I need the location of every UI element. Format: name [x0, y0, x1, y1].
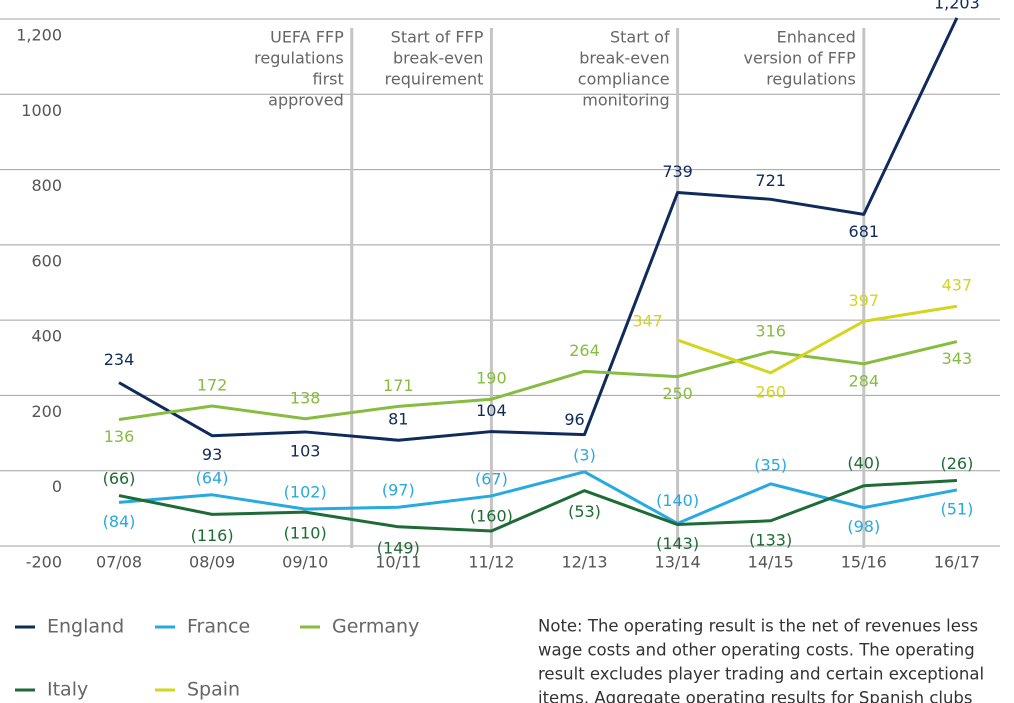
data-label: 138	[290, 388, 321, 407]
data-label: (67)	[475, 469, 508, 488]
data-label: 81	[388, 410, 408, 429]
legend-label: Spain	[187, 679, 240, 701]
data-label: (53)	[568, 502, 601, 521]
data-label: 136	[104, 427, 135, 446]
x-tick-label: 12/13	[561, 553, 607, 572]
x-tick-label: 14/15	[748, 553, 794, 572]
x-tick-label: 10/11	[375, 553, 421, 572]
data-label: 172	[197, 375, 228, 394]
data-label: (64)	[196, 468, 229, 487]
data-label: (51)	[940, 499, 973, 518]
series-line	[118, 470, 958, 525]
y-tick-label: 200	[31, 402, 62, 421]
y-tick-label: 600	[31, 251, 62, 270]
y-tick-label: 400	[31, 327, 62, 346]
annotation-text: UEFA FFP	[270, 28, 344, 47]
data-label: (66)	[103, 469, 136, 488]
x-tick-label: 07/08	[96, 553, 142, 572]
data-label: (143)	[656, 534, 699, 553]
note-text: Note: The operating result is the net of…	[538, 617, 978, 636]
data-label: (84)	[103, 512, 136, 531]
annotation-text: regulations	[254, 49, 344, 68]
data-label: (140)	[656, 491, 699, 510]
annotation-text: monitoring	[582, 91, 669, 110]
note-text: result excludes player trading and certa…	[538, 665, 984, 684]
data-label: 104	[476, 401, 507, 420]
data-label: 739	[662, 162, 693, 181]
x-tick-label: 09/10	[282, 553, 328, 572]
data-label: 264	[569, 341, 600, 360]
annotation-text: regulations	[766, 70, 856, 89]
annotation-text: requirement	[385, 70, 484, 89]
data-label: 316	[755, 321, 786, 340]
data-label: 93	[202, 445, 222, 464]
data-label: 96	[564, 410, 584, 429]
annotation-text: version of FFP	[744, 49, 857, 68]
data-label: (160)	[470, 506, 513, 525]
data-label: 1,203	[934, 0, 980, 12]
data-label: 234	[104, 350, 135, 369]
annotation-text: break-even	[393, 49, 483, 68]
data-label: (98)	[847, 517, 880, 536]
data-label: (133)	[749, 530, 792, 549]
annotation-text: approved	[268, 91, 344, 110]
y-tick-label: 800	[31, 176, 62, 195]
annotation-text: first	[312, 70, 343, 89]
legend-label: Germany	[332, 616, 419, 638]
series-line	[677, 304, 958, 375]
y-tick-label: 1000	[21, 101, 62, 120]
x-tick-label: 13/14	[655, 553, 701, 572]
data-label: (110)	[284, 524, 327, 543]
series-line	[118, 340, 958, 422]
data-label: (102)	[284, 483, 327, 502]
data-label: (35)	[754, 455, 787, 474]
annotation-text: Start of FFP	[391, 28, 484, 47]
x-tick-label: 08/09	[189, 553, 235, 572]
annotation-text: break-even	[579, 49, 669, 68]
data-label: (97)	[382, 481, 415, 500]
data-label: 190	[476, 369, 507, 388]
data-label: 347	[632, 312, 663, 331]
data-label: 397	[849, 291, 880, 310]
data-label: 343	[942, 349, 973, 368]
x-tick-label: 16/17	[934, 553, 980, 572]
annotation-text: Start of	[610, 28, 670, 47]
data-label: 437	[942, 276, 973, 295]
data-label: 103	[290, 441, 321, 460]
data-label: 721	[755, 171, 786, 190]
data-label: (149)	[377, 538, 420, 557]
legend-label: France	[187, 616, 250, 638]
y-tick-label: 1,200	[16, 26, 62, 45]
x-tick-label: 11/12	[468, 553, 514, 572]
data-label: (26)	[940, 454, 973, 473]
data-label: 284	[849, 371, 880, 390]
series-line	[118, 17, 959, 442]
y-tick-label: 0	[52, 477, 62, 496]
note-text: items. Aggregate operating results for S…	[538, 689, 973, 703]
data-label: 681	[849, 222, 880, 241]
data-label: (40)	[847, 453, 880, 472]
data-label: 250	[662, 384, 693, 403]
series-line	[118, 479, 957, 533]
data-label: (116)	[191, 526, 234, 545]
legend-label: England	[47, 616, 124, 638]
data-label: (3)	[573, 445, 596, 464]
note-text: wage costs and other operating costs. Th…	[538, 641, 975, 660]
annotation-text: compliance	[578, 70, 670, 89]
data-label: 260	[755, 382, 786, 401]
y-tick-label: -200	[26, 553, 62, 572]
annotation-text: Enhanced	[777, 28, 856, 47]
legend-label: Italy	[47, 679, 88, 701]
data-label: 171	[383, 376, 414, 395]
x-tick-label: 15/16	[841, 553, 887, 572]
